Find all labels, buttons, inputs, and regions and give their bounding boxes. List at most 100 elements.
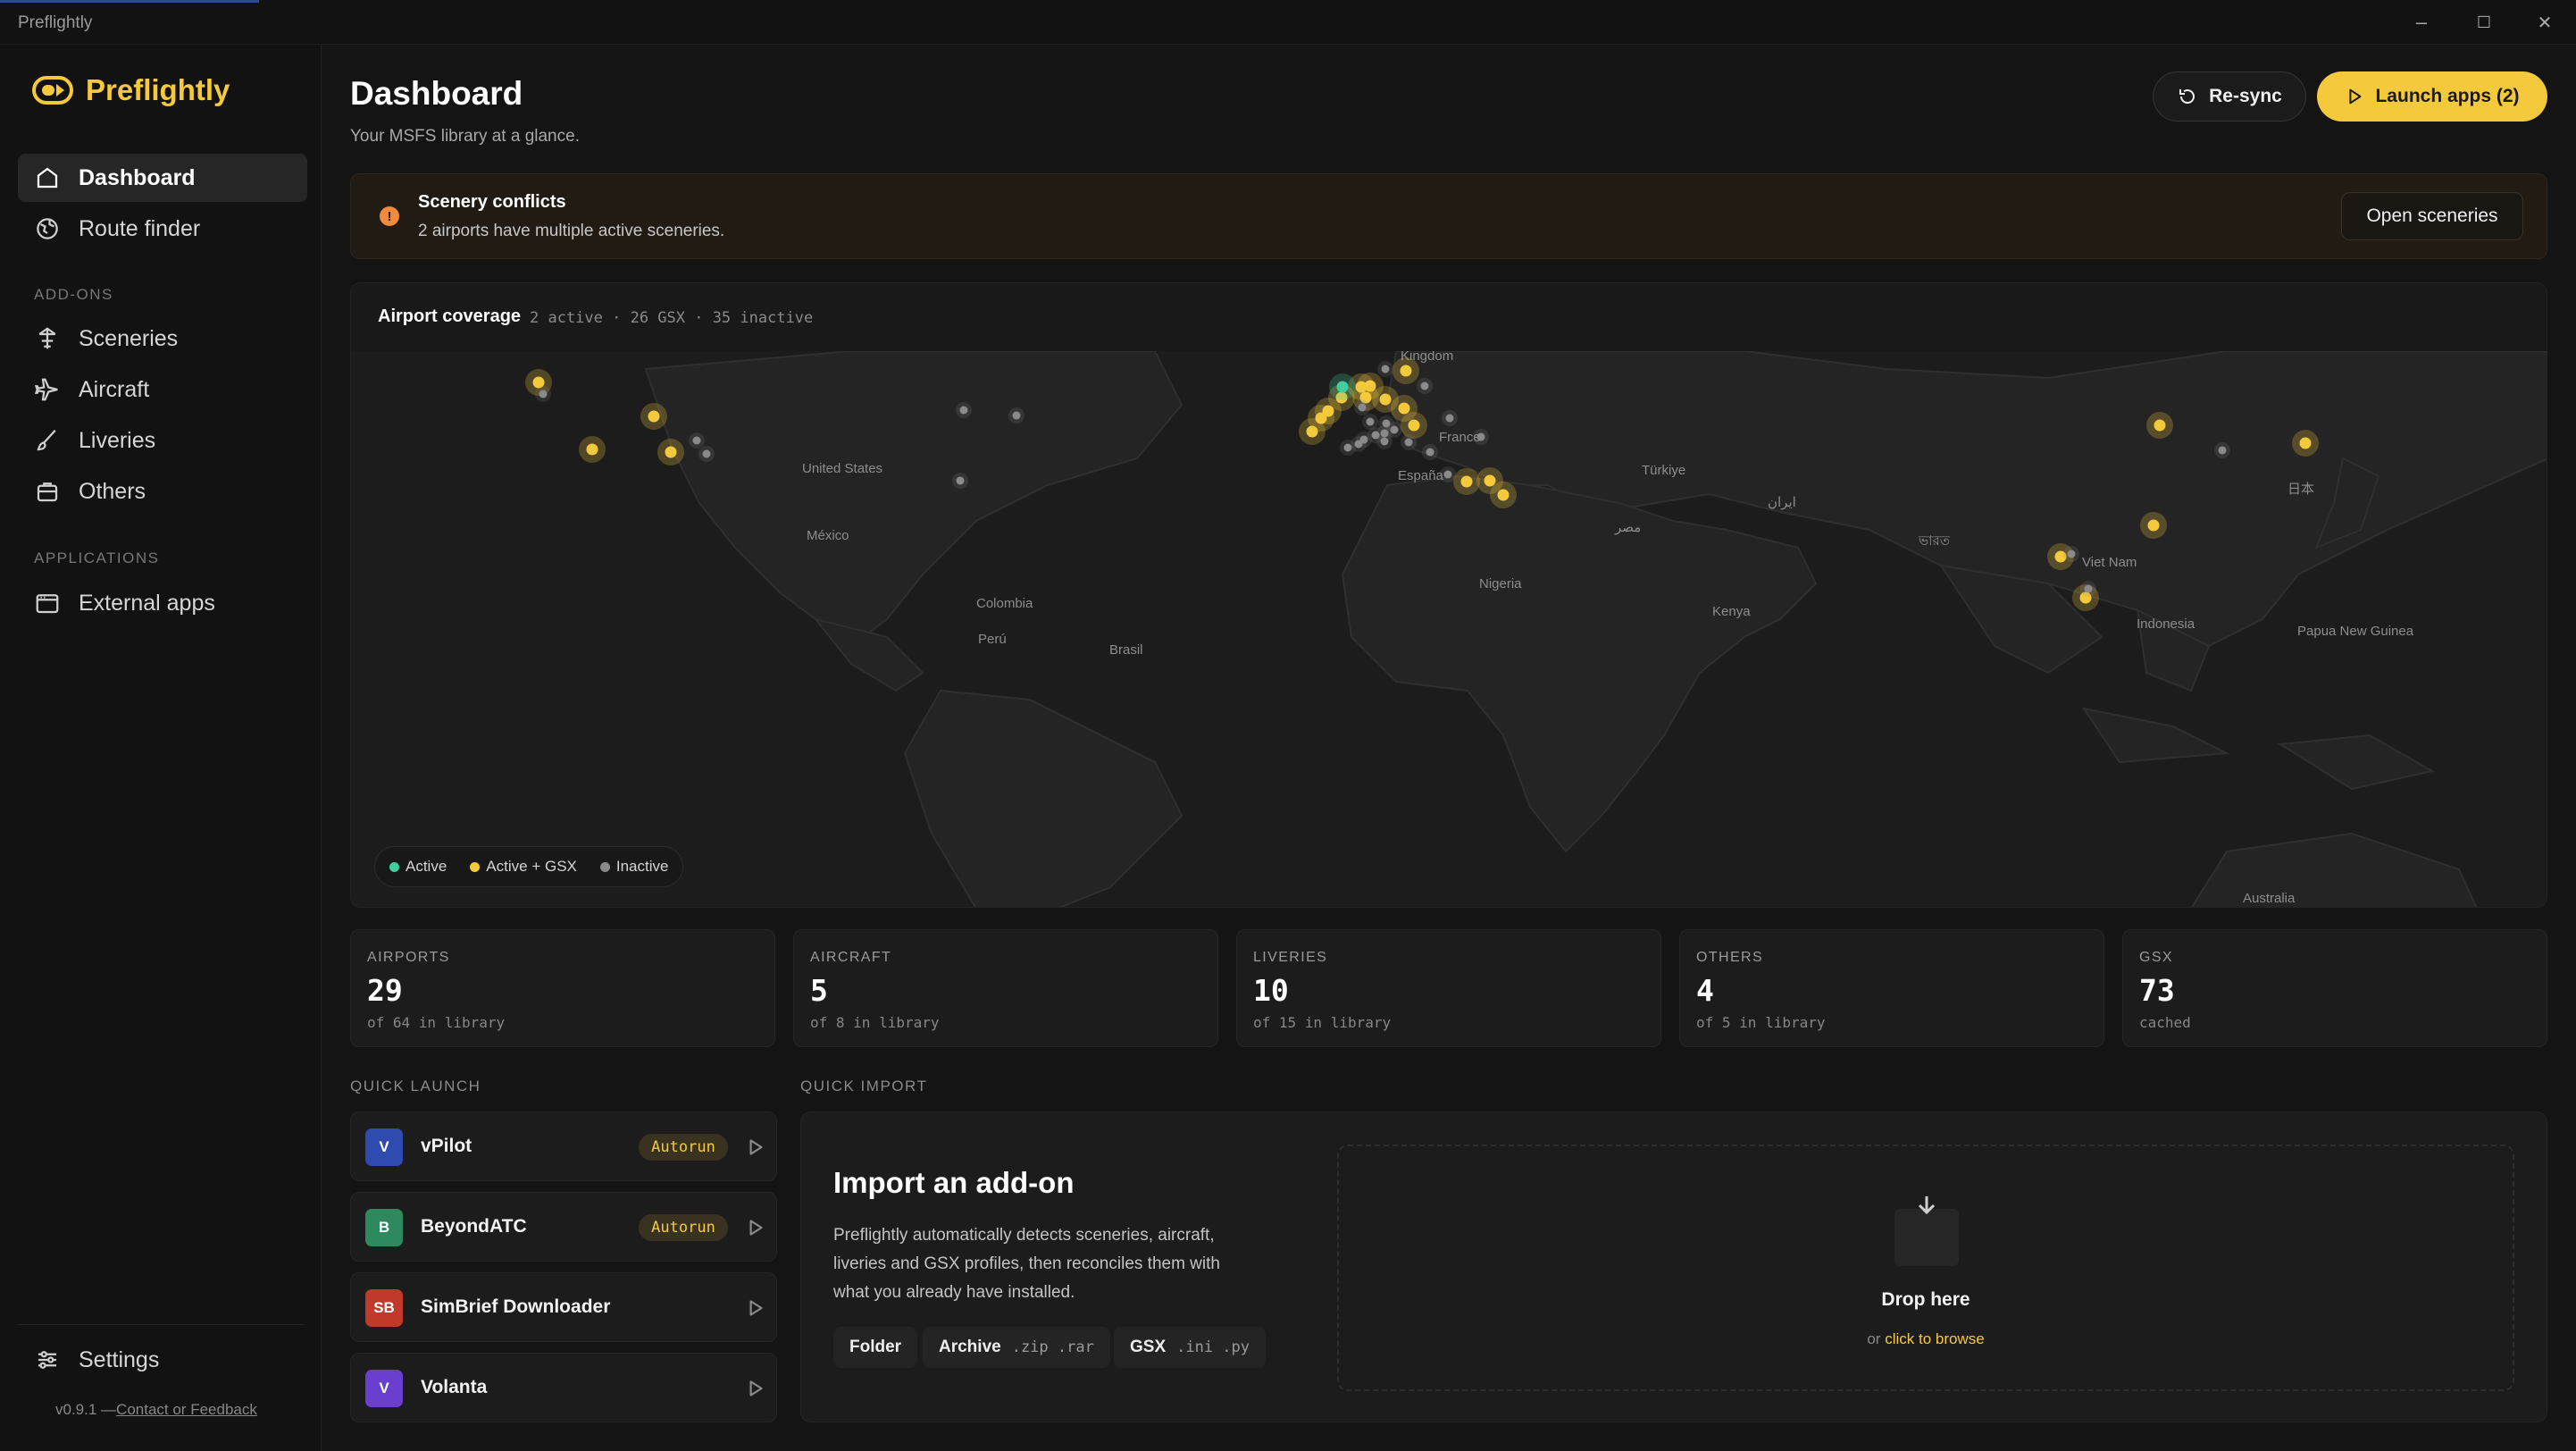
airport-marker-inactive[interactable] <box>1443 470 1452 479</box>
chip-archive[interactable]: Archive .zip .rar <box>923 1327 1110 1368</box>
stat-card-gsx[interactable]: GSX 73 cached <box>2122 929 2547 1047</box>
airport-marker-active-gsx[interactable] <box>1315 412 1327 424</box>
airport-marker-active-gsx[interactable] <box>1359 391 1372 404</box>
sidebar-item-route-finder[interactable]: Route finder <box>18 205 307 253</box>
airport-marker-inactive[interactable] <box>2218 446 2227 455</box>
alert-title: Scenery conflicts <box>418 192 566 212</box>
airport-marker-inactive[interactable] <box>1380 429 1389 438</box>
airport-marker-inactive[interactable] <box>956 476 965 485</box>
airport-marker-inactive[interactable] <box>1476 432 1485 441</box>
quick-import-heading: QUICK IMPORT <box>800 1078 928 1095</box>
quick-launch-item-volanta[interactable]: V Volanta <box>350 1353 777 1422</box>
airport-marker-inactive[interactable] <box>1359 435 1368 444</box>
airport-marker-inactive[interactable] <box>2084 584 2093 593</box>
airport-marker-active-gsx[interactable] <box>586 443 598 456</box>
feedback-link[interactable]: Contact or Feedback <box>116 1401 257 1418</box>
quick-launch-item-vpilot[interactable]: V vPilot Autorun <box>350 1111 777 1181</box>
airport-marker-active-gsx[interactable] <box>1306 425 1318 438</box>
refresh-icon <box>2179 89 2195 105</box>
version-text: v0.9.1 — <box>55 1401 117 1418</box>
airport-marker-active-gsx[interactable] <box>648 410 660 423</box>
airport-marker-inactive[interactable] <box>959 406 968 415</box>
airport-marker-active-gsx[interactable] <box>2079 591 2092 604</box>
quick-launch-item-beyondatc[interactable]: B BeyondATC Autorun <box>350 1192 777 1262</box>
app-name: SimBrief Downloader <box>421 1296 611 1317</box>
airport-marker-active-gsx[interactable] <box>1484 474 1496 487</box>
stat-card-others[interactable]: OTHERS 4 of 5 in library <box>1679 929 2104 1047</box>
play-icon[interactable] <box>744 1377 767 1400</box>
airport-marker-inactive[interactable] <box>1404 438 1413 447</box>
sidebar-item-sceneries[interactable]: Sceneries <box>18 315 307 363</box>
sidebar-item-settings[interactable]: Settings <box>18 1336 307 1384</box>
world-map[interactable]: Kingdom France España Türkiye United Sta… <box>351 351 2547 908</box>
import-title: Import an add-on <box>833 1166 1075 1199</box>
sidebar-item-dashboard[interactable]: Dashboard <box>18 154 307 202</box>
airport-marker-inactive[interactable] <box>1382 419 1391 428</box>
play-icon[interactable] <box>744 1136 767 1159</box>
stat-card-airports[interactable]: AIRPORTS 29 of 64 in library <box>350 929 775 1047</box>
close-window-button[interactable]: ✕ <box>2513 5 2576 39</box>
play-icon[interactable] <box>744 1296 767 1320</box>
airport-marker-active-gsx[interactable] <box>1460 475 1473 488</box>
airport-marker-inactive[interactable] <box>702 449 711 458</box>
airport-marker-inactive[interactable] <box>1366 417 1375 426</box>
airport-marker-active-gsx[interactable] <box>1364 380 1376 392</box>
launch-apps-button[interactable]: Launch apps (2) <box>2317 71 2547 122</box>
brand[interactable]: Preflightly <box>32 73 230 107</box>
airport-marker-inactive[interactable] <box>1012 411 1021 420</box>
airport-marker-active-gsx[interactable] <box>1335 391 1348 404</box>
app-avatar: SB <box>365 1289 403 1327</box>
legend-active-gsx: Active + GSX <box>470 858 577 876</box>
airport-marker-active-gsx[interactable] <box>1497 489 1510 501</box>
stat-card-aircraft[interactable]: AIRCRAFT 5 of 8 in library <box>793 929 1218 1047</box>
chip-folder[interactable]: Folder <box>833 1327 918 1368</box>
airport-marker-inactive[interactable] <box>1354 440 1363 449</box>
airport-marker-inactive[interactable] <box>1343 443 1352 452</box>
sidebar-item-liveries[interactable]: Liveries <box>18 416 307 465</box>
airport-marker-active-gsx[interactable] <box>2054 550 2067 563</box>
airport-marker-active-gsx[interactable] <box>1408 419 1420 432</box>
airport-marker-inactive[interactable] <box>539 390 548 398</box>
airport-marker-active-gsx[interactable] <box>665 446 677 458</box>
stat-card-liveries[interactable]: LIVERIES 10 of 15 in library <box>1236 929 1661 1047</box>
map-label: Indonesia <box>2137 616 2195 632</box>
chip-gsx[interactable]: GSX .ini .py <box>1114 1327 1267 1368</box>
minimize-button[interactable]: – <box>2390 5 2453 39</box>
airport-marker-active-gsx[interactable] <box>1322 405 1334 417</box>
drop-zone[interactable]: Drop here or click to browse <box>1337 1145 2514 1391</box>
airport-marker-inactive[interactable] <box>1381 365 1390 373</box>
airport-marker-inactive[interactable] <box>692 436 701 445</box>
airport-marker-active-gsx[interactable] <box>2154 419 2166 432</box>
airport-marker-active-gsx[interactable] <box>1398 402 1410 415</box>
quick-launch-item-simbrief[interactable]: SB SimBrief Downloader <box>350 1272 777 1342</box>
airport-marker-inactive[interactable] <box>2067 549 2076 558</box>
airport-marker-inactive[interactable] <box>1380 437 1389 446</box>
airport-marker-inactive[interactable] <box>1420 382 1429 390</box>
airport-marker-inactive[interactable] <box>1358 403 1367 412</box>
airport-marker-active[interactable] <box>1336 381 1349 393</box>
play-icon[interactable] <box>744 1216 767 1239</box>
maximize-button[interactable]: ☐ <box>2453 5 2515 39</box>
browse-link[interactable]: click to browse <box>1885 1330 1985 1347</box>
resync-button[interactable]: Re-sync <box>2153 71 2306 122</box>
airport-marker-inactive[interactable] <box>1390 425 1399 434</box>
airport-marker-active-gsx[interactable] <box>2299 437 2312 449</box>
airport-marker-active-gsx[interactable] <box>532 376 545 389</box>
airport-marker-active-gsx[interactable] <box>1355 381 1367 393</box>
open-sceneries-button[interactable]: Open sceneries <box>2341 192 2523 240</box>
airport-marker-active-gsx[interactable] <box>1400 365 1412 377</box>
stat-label: AIRCRAFT <box>810 950 892 965</box>
sidebar-item-others[interactable]: Others <box>18 467 307 516</box>
scenery-conflict-alert: ! Scenery conflicts 2 airports have mult… <box>350 173 2547 259</box>
sidebar-item-aircraft[interactable]: Aircraft <box>18 365 307 414</box>
airport-marker-inactive[interactable] <box>1371 431 1380 440</box>
stat-value: 4 <box>1696 973 1714 1008</box>
brush-icon <box>37 429 56 451</box>
airport-marker-active-gsx[interactable] <box>2147 519 2160 532</box>
airport-marker-inactive[interactable] <box>1445 414 1454 423</box>
app-name: Volanta <box>421 1377 488 1397</box>
sidebar-item-external-apps[interactable]: External apps <box>18 579 307 627</box>
airport-marker-active-gsx[interactable] <box>1379 393 1392 406</box>
airport-marker-inactive[interactable] <box>1426 448 1434 457</box>
app-avatar: V <box>365 1370 403 1407</box>
